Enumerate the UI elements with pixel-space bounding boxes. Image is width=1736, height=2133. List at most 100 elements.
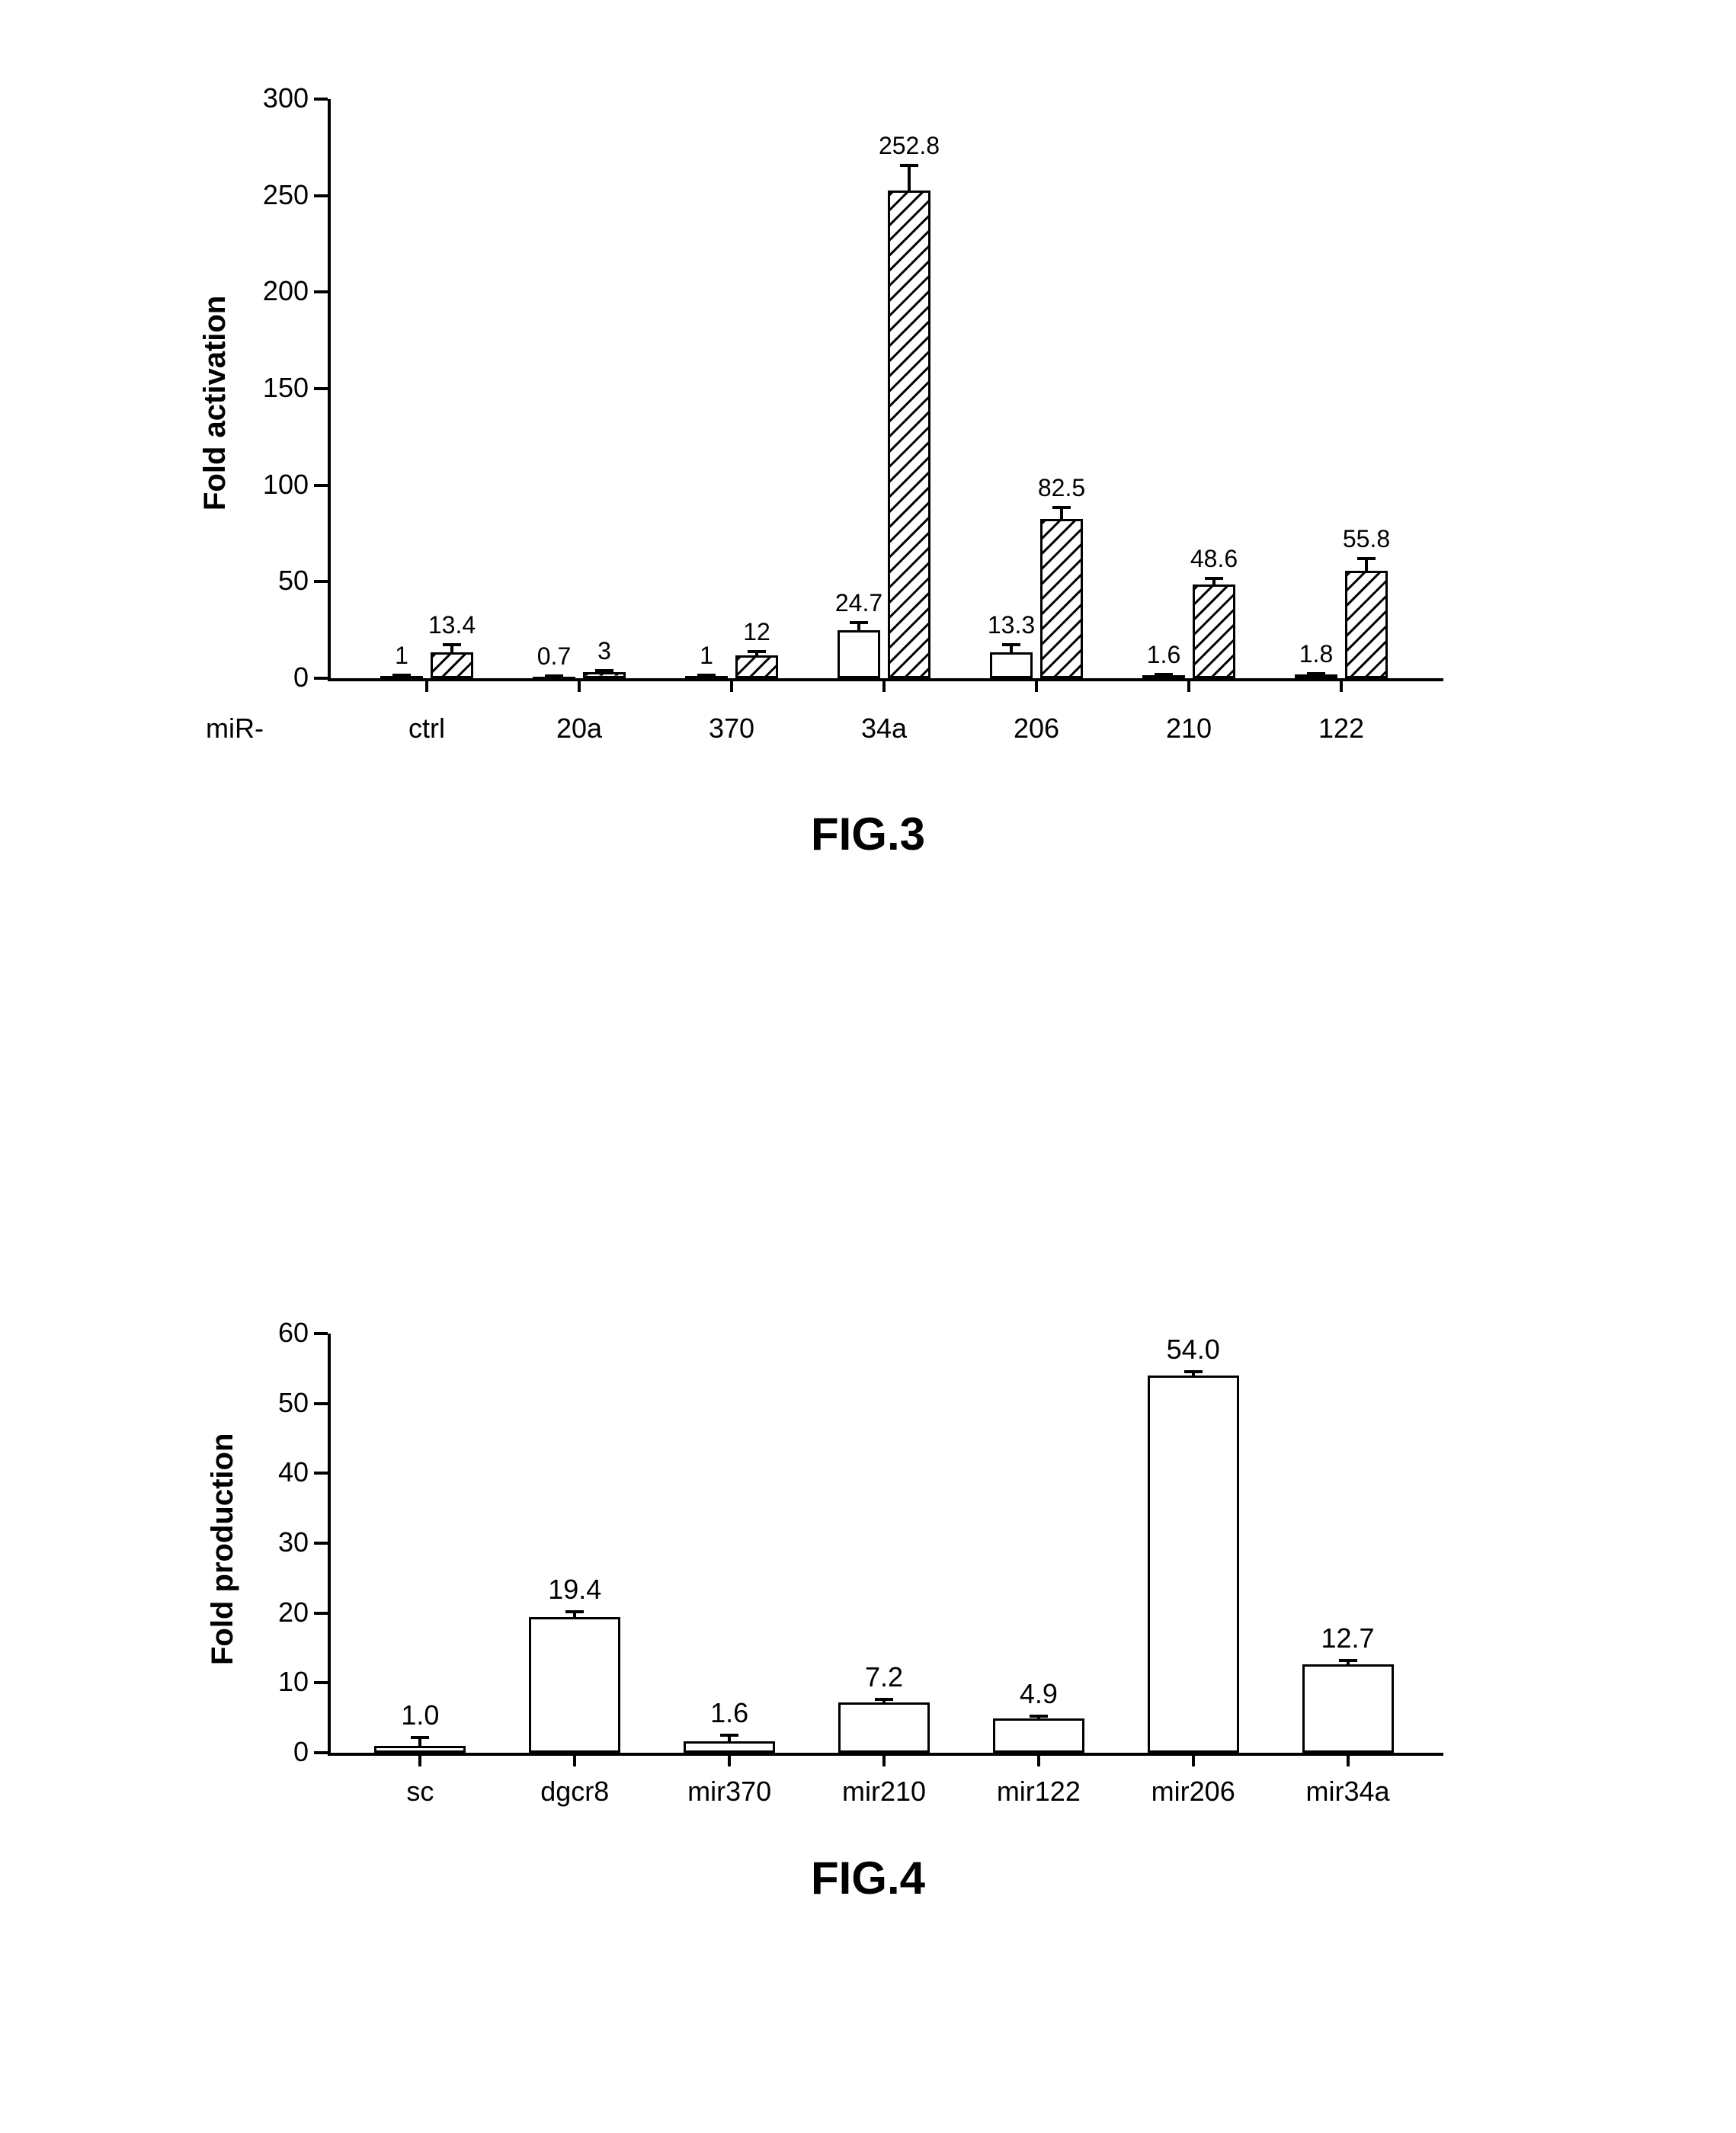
fig3-ytick-mark bbox=[314, 580, 328, 583]
fig3-xtick-mark bbox=[730, 678, 733, 692]
fig4-ytick-label: 20 bbox=[244, 1597, 309, 1629]
fig4-bar bbox=[684, 1741, 775, 1753]
fig4-bar-label: 4.9 bbox=[985, 1678, 1092, 1710]
fig3-ytick-mark bbox=[314, 98, 328, 101]
fig3-category-label: 206 bbox=[975, 713, 1097, 745]
fig3-bar-label: 12 bbox=[711, 618, 802, 646]
fig4-xtick-mark bbox=[418, 1753, 421, 1766]
fig3-bar bbox=[735, 655, 778, 678]
fig3-bar bbox=[431, 652, 473, 678]
fig3-ytick-label: 50 bbox=[236, 565, 309, 597]
fig4-ytick-label: 10 bbox=[244, 1666, 309, 1698]
fig4-ytick-mark bbox=[314, 1472, 328, 1475]
fig4-category-label: mir370 bbox=[657, 1776, 802, 1808]
fig3-ytick-mark bbox=[314, 484, 328, 487]
fig4-xtick-mark bbox=[728, 1753, 731, 1766]
fig3-category-label: 20a bbox=[518, 713, 640, 745]
fig3-ytick-mark bbox=[314, 387, 328, 390]
fig3-ytick-label: 200 bbox=[236, 275, 309, 307]
fig3-category-label: 34a bbox=[823, 713, 945, 745]
fig3-category-label: 370 bbox=[671, 713, 793, 745]
fig3-category-label: ctrl bbox=[366, 713, 488, 745]
fig4-ytick-label: 50 bbox=[244, 1387, 309, 1419]
fig4-ytick-mark bbox=[314, 1681, 328, 1684]
fig4-ytick-mark bbox=[314, 1542, 328, 1545]
fig4-bar bbox=[838, 1702, 930, 1753]
fig4-caption: FIG.4 bbox=[0, 1852, 1736, 1904]
fig3-bar bbox=[1193, 584, 1235, 678]
fig4-bar-label: 12.7 bbox=[1295, 1622, 1401, 1654]
fig4-category-label: dgcr8 bbox=[502, 1776, 647, 1808]
fig3-bar bbox=[1040, 519, 1083, 678]
fig3-bar-label: 13.4 bbox=[406, 611, 498, 639]
fig3-bar bbox=[888, 191, 930, 678]
fig3-ytick-mark bbox=[314, 194, 328, 197]
fig3-bar-label: 55.8 bbox=[1321, 525, 1412, 553]
figure-4: Fold production 0 10 20 30 40 50 60 sc 1.0 dgcr8 1… bbox=[0, 1280, 1736, 1966]
fig4-bar-label: 1.6 bbox=[676, 1697, 783, 1729]
fig4-category-label: mir34a bbox=[1276, 1776, 1421, 1808]
fig3-bar-label: 48.6 bbox=[1168, 545, 1260, 573]
fig3-xtick-mark bbox=[425, 678, 428, 692]
fig3-xtick-mark bbox=[1187, 678, 1190, 692]
fig3-bar bbox=[990, 652, 1033, 678]
fig4-xtick-mark bbox=[882, 1753, 886, 1766]
fig3-category-label: 122 bbox=[1280, 713, 1402, 745]
fig4-ytick-mark bbox=[314, 1332, 328, 1335]
fig4-bar bbox=[1148, 1376, 1239, 1753]
fig3-ytick-label: 300 bbox=[236, 82, 309, 114]
fig4-ylabel: Fold production bbox=[206, 1433, 240, 1665]
fig3-bar-label: 3 bbox=[559, 637, 650, 665]
fig3-xtick-mark bbox=[1340, 678, 1343, 692]
fig4-bar bbox=[993, 1718, 1084, 1753]
fig3-bar-label: 82.5 bbox=[1016, 474, 1107, 502]
fig4-xtick-mark bbox=[573, 1753, 576, 1766]
fig3-ytick-mark bbox=[314, 677, 328, 680]
fig3-ylabel: Fold activation bbox=[198, 296, 232, 511]
fig4-ytick-mark bbox=[314, 1751, 328, 1754]
fig4-bar-label: 19.4 bbox=[521, 1574, 628, 1606]
fig4-ytick-label: 40 bbox=[244, 1456, 309, 1488]
fig3-ytick-label: 250 bbox=[236, 179, 309, 211]
fig3-bar bbox=[583, 672, 626, 678]
fig3-bar bbox=[380, 676, 423, 681]
fig3-chart: Fold activation miR- 0 50 100 150 200 250 300 c… bbox=[0, 46, 1736, 808]
fig3-xtick-mark bbox=[1035, 678, 1038, 692]
fig4-ytick-mark bbox=[314, 1402, 328, 1405]
fig3-caption: FIG.3 bbox=[0, 808, 1736, 860]
fig4-chart: Fold production 0 10 20 30 40 50 60 sc 1.0 dgcr8 1… bbox=[0, 1280, 1736, 1890]
fig4-ytick-label: 0 bbox=[244, 1736, 309, 1768]
fig4-bar bbox=[1302, 1664, 1394, 1753]
fig3-bar bbox=[1295, 674, 1337, 679]
fig3-bar bbox=[1345, 571, 1388, 678]
fig4-bar-label: 1.0 bbox=[367, 1699, 473, 1731]
fig4-ytick-label: 60 bbox=[244, 1317, 309, 1349]
fig3-bar bbox=[533, 677, 575, 681]
fig3-ytick-label: 100 bbox=[236, 469, 309, 501]
fig3-ytick-label: 0 bbox=[236, 661, 309, 693]
fig4-xtick-mark bbox=[1192, 1753, 1195, 1766]
fig4-ytick-mark bbox=[314, 1612, 328, 1615]
fig3-category-label: 210 bbox=[1128, 713, 1250, 745]
fig4-bar bbox=[529, 1617, 620, 1753]
fig4-bar bbox=[374, 1746, 466, 1753]
fig3-prefix-label: miR- bbox=[206, 713, 264, 745]
fig4-xtick-mark bbox=[1347, 1753, 1350, 1766]
fig3-ytick-label: 150 bbox=[236, 372, 309, 404]
fig4-category-label: mir210 bbox=[812, 1776, 956, 1808]
page: Fold activation miR- 050100150200250300c… bbox=[0, 0, 1736, 2133]
fig3-ytick-mark bbox=[314, 290, 328, 293]
fig4-bar-label: 54.0 bbox=[1140, 1334, 1247, 1366]
figure-3: Fold activation miR- 0 50 100 150 200 250 300 c… bbox=[0, 46, 1736, 884]
fig4-category-label: mir206 bbox=[1121, 1776, 1266, 1808]
fig3-bar bbox=[1142, 675, 1185, 680]
fig4-bar-label: 7.2 bbox=[831, 1661, 937, 1693]
fig3-xtick-mark bbox=[578, 678, 581, 692]
fig4-ytick-label: 30 bbox=[244, 1526, 309, 1558]
fig3-bar bbox=[685, 676, 728, 681]
fig3-xtick-mark bbox=[882, 678, 886, 692]
fig4-xtick-mark bbox=[1037, 1753, 1040, 1766]
fig4-category-label: sc bbox=[348, 1776, 492, 1808]
fig3-bar bbox=[838, 630, 880, 678]
fig4-category-label: mir122 bbox=[966, 1776, 1111, 1808]
